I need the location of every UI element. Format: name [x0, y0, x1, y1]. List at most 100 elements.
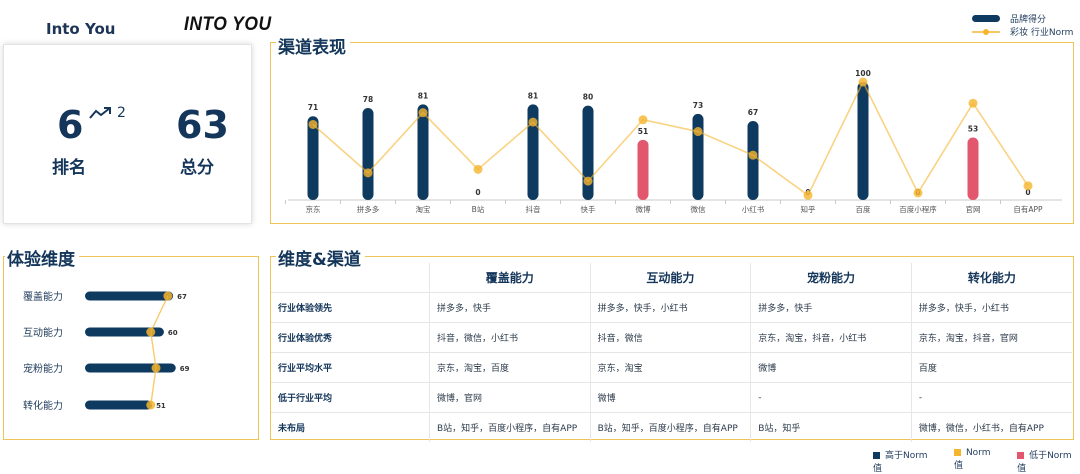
channel-panel-title: 渠道表现	[276, 33, 350, 58]
norm-point	[1023, 181, 1033, 191]
norm-point	[418, 108, 428, 118]
score-value: 63	[176, 103, 229, 147]
matrix-header-row: 覆盖能力 互动能力 宠粉能力 转化能力	[271, 263, 1072, 293]
matrix-cell: 京东，淘宝，抖音，小红书	[750, 322, 912, 353]
bar-value-label: 51	[638, 127, 648, 136]
matrix-row-label: 行业体验优秀	[271, 322, 430, 353]
norm-point	[858, 77, 868, 87]
norm-point	[528, 117, 538, 127]
bar-value-label: 100	[855, 69, 871, 78]
channel-bar	[307, 116, 319, 200]
score-card: 6 2 排名 63 总分	[3, 44, 252, 224]
legend-above-label: 高于Norm值	[873, 451, 928, 474]
x-tick-label: 百度	[856, 204, 871, 214]
channel-legend: 品牌得分 彩妆 行业Norm	[972, 12, 1073, 38]
matrix-col-header: 转化能力	[910, 263, 1072, 293]
norm-point	[803, 190, 813, 200]
bar-value-label: 81	[528, 91, 538, 100]
dimension-value-label: 60	[168, 329, 178, 337]
legend-square-icon	[873, 452, 880, 459]
dimension-label: 互动能力	[23, 326, 63, 339]
matrix-table: 覆盖能力 互动能力 宠粉能力 转化能力 行业体验领先 拼多多，快手 拼多多，快手…	[271, 263, 1072, 442]
dimension-norm-point	[146, 327, 156, 337]
dimension-bar	[85, 363, 176, 373]
matrix-cell: B站，知乎	[750, 412, 912, 442]
x-tick-label: 官网	[966, 204, 981, 214]
bar-value-label: 67	[748, 108, 758, 117]
matrix-row-label: 行业平均水平	[271, 352, 430, 383]
dimension-value-label: 69	[180, 365, 190, 373]
dimension-norm-point	[163, 291, 173, 301]
x-tick-label: 自有APP	[1013, 204, 1043, 214]
matrix-col-header: 覆盖能力	[429, 263, 591, 293]
channel-bar	[417, 104, 429, 200]
legend-bar-swatch	[972, 15, 1000, 22]
bar-value-label: 71	[308, 103, 318, 112]
dimension-label: 转化能力	[23, 399, 63, 412]
channel-bar	[527, 104, 539, 200]
dimension-norm-point	[151, 363, 161, 373]
matrix-cell: B站，知乎，百度小程序，自有APP	[589, 412, 752, 442]
rank-label: 排名	[52, 158, 86, 178]
matrix-cell: 京东，淘宝	[589, 352, 752, 383]
norm-point	[968, 98, 978, 108]
legend-below-norm: 低于Norm值	[1017, 448, 1080, 474]
matrix-cell: 拼多多，快手，小红书	[910, 292, 1072, 323]
legend-norm: Norm值	[953, 448, 999, 474]
matrix-cell: 微博，微信，小红书，自有APP	[910, 412, 1072, 442]
matrix-col-header: 宠粉能力	[750, 263, 912, 293]
dimension-value-label: 67	[177, 293, 187, 301]
x-tick-label: 知乎	[801, 204, 816, 214]
norm-point	[583, 176, 593, 186]
x-tick-label: 快手	[581, 204, 596, 214]
x-tick-label: 京东	[306, 204, 321, 214]
matrix-row: 未布局 B站，知乎，百度小程序，自有APP B站，知乎，百度小程序，自有APP …	[271, 412, 1072, 442]
x-tick-label: 拼多多	[357, 204, 380, 214]
matrix-row: 行业体验领先 拼多多，快手 拼多多，快手，小红书 拼多多，快手 拼多多，快手，小…	[271, 292, 1072, 323]
matrix-cell: 百度	[910, 352, 1072, 383]
norm-point	[473, 164, 483, 174]
rank-value: 6	[57, 103, 84, 147]
score-label: 总分	[180, 158, 214, 178]
matrix-row: 低于行业平均 微博，官网 微博 - -	[271, 382, 1072, 413]
x-tick-label: 百度小程序	[899, 204, 937, 214]
dimension-value-label: 51	[156, 402, 166, 410]
matrix-cell: 京东，淘宝，百度	[429, 352, 591, 383]
norm-point	[308, 119, 318, 129]
channel-bar	[967, 137, 979, 200]
dimension-label: 覆盖能力	[23, 290, 63, 303]
bar-value-label: 81	[418, 91, 428, 100]
norm-point	[748, 150, 758, 160]
legend-above-norm: 高于Norm值	[873, 448, 936, 474]
bar-value-label: 53	[968, 124, 978, 133]
bar-value-label: 80	[583, 93, 593, 102]
channel-bar	[362, 107, 374, 200]
dimension-norm-point	[146, 400, 156, 410]
legend-square-icon	[1017, 452, 1025, 459]
bottom-legend: 高于Norm值 Norm值 低于Norm值	[873, 448, 1080, 474]
matrix-cell: 微博，官网	[429, 382, 591, 413]
matrix-cell: 拼多多，快手	[750, 292, 912, 323]
rank-change: 2	[117, 105, 126, 121]
legend-line-swatch	[972, 28, 1000, 35]
matrix-cell: 微博	[589, 382, 752, 413]
brand-logo: INTO YOU	[184, 14, 272, 35]
matrix-corner	[271, 263, 430, 293]
matrix-row-label: 未布局	[271, 412, 430, 442]
legend-square-icon	[953, 449, 961, 456]
dimension-norm-line	[150, 295, 169, 406]
norm-point	[693, 127, 703, 137]
experience-chart: 覆盖能力 67 互动能力 60 宠粉能力 69 转化能力 51	[23, 290, 190, 412]
x-tick-label: 淘宝	[416, 204, 431, 214]
trend-up-icon	[89, 107, 111, 119]
matrix-cell: 抖音，微信，小红书	[429, 322, 591, 353]
bar-value-label: 0	[1025, 188, 1030, 197]
dimension-bar	[85, 291, 174, 301]
dimension-bar	[85, 327, 164, 337]
matrix-cell: -	[910, 382, 1072, 413]
matrix-row-label: 行业体验领先	[271, 292, 430, 323]
matrix-table-wrap: 覆盖能力 互动能力 宠粉能力 转化能力 行业体验领先 拼多多，快手 拼多多，快手…	[271, 263, 1072, 442]
matrix-cell: 微博	[750, 352, 912, 383]
dimension-bar	[85, 400, 153, 410]
bar-value-label: 73	[693, 101, 703, 110]
